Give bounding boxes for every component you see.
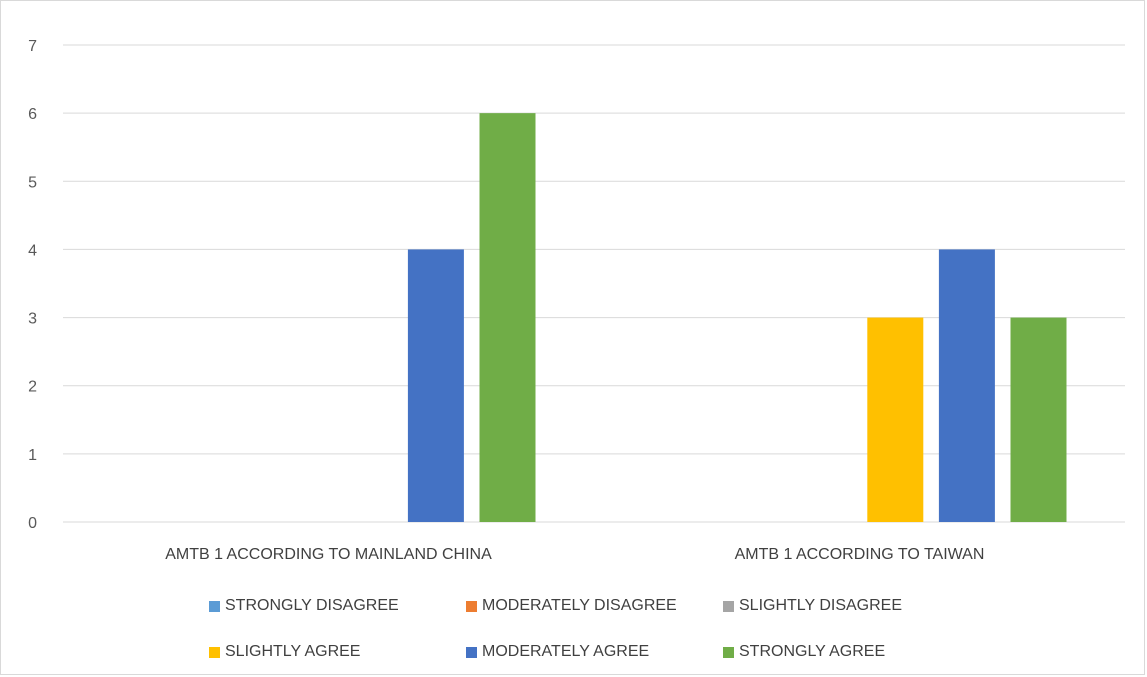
y-tick-label: 5	[28, 174, 37, 191]
legend-label: STRONGLY DISAGREE	[225, 597, 399, 614]
bar-slightly-agree	[867, 317, 924, 522]
gridlines	[63, 44, 1125, 523]
y-tick-label: 7	[28, 38, 37, 55]
legend-label: SLIGHTLY DISAGREE	[739, 597, 903, 614]
legend-item-moderately-disagree: MODERATELY DISAGREE	[466, 597, 677, 615]
legend-item-slightly-disagree: SLIGHTLY DISAGREE	[723, 597, 902, 615]
legend-item-strongly-disagree: STRONGLY DISAGREE	[209, 597, 399, 615]
legend-label: MODERATELY AGREE	[482, 643, 650, 660]
legend-swatch	[723, 600, 734, 612]
legend-label: SLIGHTLY AGREE	[225, 643, 361, 660]
legend-label: MODERATELY DISAGREE	[482, 597, 677, 614]
x-category-label: AMTB 1 ACCORDING TO TAIWAN	[735, 546, 985, 563]
legend-label: STRONGLY AGREE	[739, 643, 886, 660]
y-tick-label: 2	[28, 379, 37, 396]
x-axis-categories: AMTB 1 ACCORDING TO MAINLAND CHINA AMTB 1…	[165, 546, 984, 563]
legend-item-moderately-agree: MODERATELY AGREE	[466, 643, 649, 661]
legend-swatch	[209, 600, 220, 612]
y-tick-label: 1	[28, 447, 37, 464]
y-tick-label: 3	[28, 311, 37, 328]
legend-swatch	[466, 600, 477, 612]
legend-swatch	[723, 646, 734, 658]
y-tick-label: 6	[28, 106, 37, 123]
bar-strongly-agree	[1010, 317, 1067, 522]
legend-item-slightly-agree: SLIGHTLY AGREE	[209, 643, 360, 661]
bars	[407, 113, 1067, 523]
y-axis-ticks: 0 1 2 3 4 5 6 7	[28, 38, 37, 532]
bar-strongly-agree	[479, 113, 536, 523]
y-tick-label: 0	[28, 515, 37, 532]
bar-moderately-agree	[938, 249, 995, 522]
x-category-label: AMTB 1 ACCORDING TO MAINLAND CHINA	[165, 546, 492, 563]
bar-moderately-agree	[407, 249, 464, 522]
legend-swatch	[466, 646, 477, 658]
y-tick-label: 4	[28, 242, 37, 259]
legend-item-strongly-agree: STRONGLY AGREE	[723, 643, 885, 661]
legend-swatch	[209, 646, 220, 658]
